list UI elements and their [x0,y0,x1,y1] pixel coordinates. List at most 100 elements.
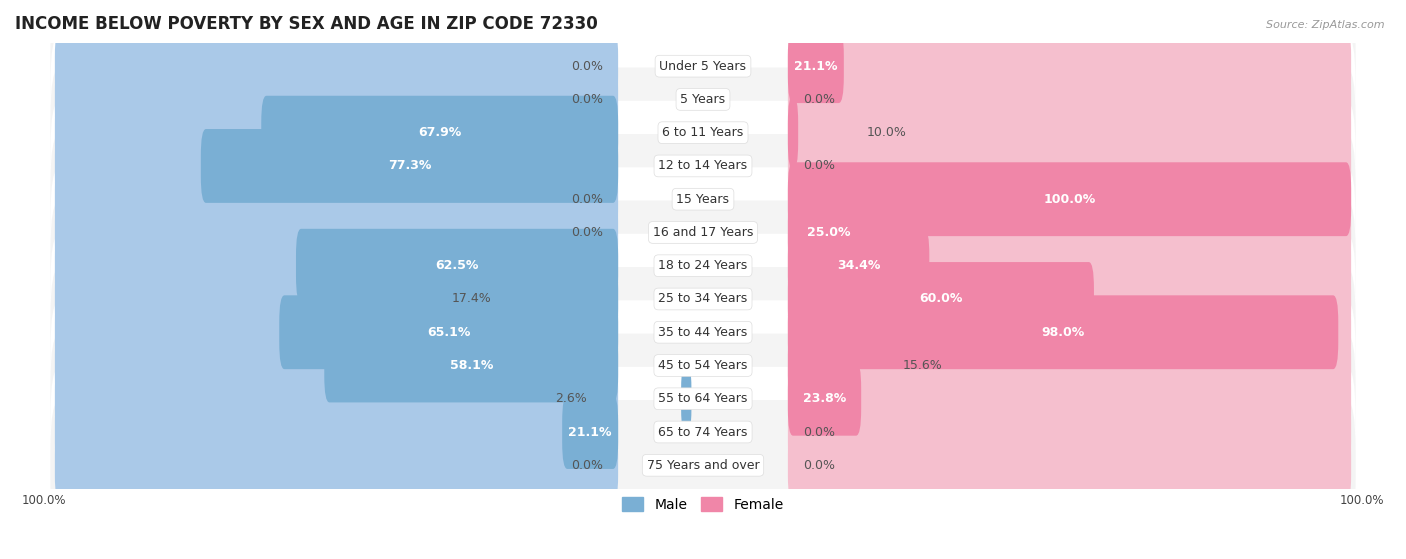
FancyBboxPatch shape [325,329,619,402]
Text: 0.0%: 0.0% [803,93,835,106]
FancyBboxPatch shape [55,63,619,136]
FancyBboxPatch shape [586,262,619,336]
FancyBboxPatch shape [787,362,862,435]
FancyBboxPatch shape [787,96,799,169]
Text: 0.0%: 0.0% [571,60,603,73]
FancyBboxPatch shape [55,29,619,103]
Text: 10.0%: 10.0% [868,126,907,139]
FancyBboxPatch shape [55,129,619,203]
FancyBboxPatch shape [55,162,619,236]
FancyBboxPatch shape [787,428,1351,502]
FancyBboxPatch shape [787,196,869,269]
FancyBboxPatch shape [55,96,619,169]
Text: 17.4%: 17.4% [451,292,492,305]
FancyBboxPatch shape [787,29,1351,103]
Text: 98.0%: 98.0% [1042,326,1084,339]
FancyBboxPatch shape [55,262,619,336]
FancyBboxPatch shape [51,134,1355,264]
FancyBboxPatch shape [787,362,1351,435]
FancyBboxPatch shape [55,395,619,469]
FancyBboxPatch shape [280,295,619,369]
FancyBboxPatch shape [51,101,1355,231]
FancyBboxPatch shape [787,63,1351,136]
FancyBboxPatch shape [201,129,619,203]
FancyBboxPatch shape [787,229,929,302]
FancyBboxPatch shape [51,201,1355,331]
FancyBboxPatch shape [562,395,619,469]
Text: 2.6%: 2.6% [555,392,586,405]
FancyBboxPatch shape [787,395,1351,469]
FancyBboxPatch shape [787,329,808,402]
FancyBboxPatch shape [51,300,1355,430]
Text: 34.4%: 34.4% [837,259,880,272]
Text: INCOME BELOW POVERTY BY SEX AND AGE IN ZIP CODE 72330: INCOME BELOW POVERTY BY SEX AND AGE IN Z… [15,15,598,33]
FancyBboxPatch shape [787,29,844,103]
FancyBboxPatch shape [787,262,1351,336]
Legend: Male, Female: Male, Female [617,491,789,517]
FancyBboxPatch shape [787,295,1339,369]
Text: Under 5 Years: Under 5 Years [659,60,747,73]
Text: 0.0%: 0.0% [571,193,603,206]
Text: 77.3%: 77.3% [388,159,432,172]
FancyBboxPatch shape [51,367,1355,497]
Text: 25 to 34 Years: 25 to 34 Years [658,292,748,305]
FancyBboxPatch shape [51,234,1355,364]
Text: 35 to 44 Years: 35 to 44 Years [658,326,748,339]
FancyBboxPatch shape [55,229,619,302]
Text: 100.0%: 100.0% [1340,494,1385,506]
Text: 5 Years: 5 Years [681,93,725,106]
FancyBboxPatch shape [262,96,619,169]
FancyBboxPatch shape [787,229,1351,302]
FancyBboxPatch shape [51,68,1355,198]
Text: 45 to 54 Years: 45 to 54 Years [658,359,748,372]
Text: 60.0%: 60.0% [920,292,963,305]
FancyBboxPatch shape [787,196,1351,269]
FancyBboxPatch shape [55,196,619,269]
FancyBboxPatch shape [55,362,619,435]
Text: 16 and 17 Years: 16 and 17 Years [652,226,754,239]
FancyBboxPatch shape [787,96,1351,169]
Text: 0.0%: 0.0% [803,425,835,438]
FancyBboxPatch shape [787,162,1351,236]
Text: 25.0%: 25.0% [807,226,851,239]
Text: 0.0%: 0.0% [803,459,835,472]
FancyBboxPatch shape [55,329,619,402]
Text: 100.0%: 100.0% [1043,193,1095,206]
Text: 0.0%: 0.0% [803,159,835,172]
Text: 75 Years and over: 75 Years and over [647,459,759,472]
FancyBboxPatch shape [51,267,1355,397]
Text: 21.1%: 21.1% [794,60,838,73]
Text: 58.1%: 58.1% [450,359,494,372]
FancyBboxPatch shape [51,334,1355,464]
Text: 0.0%: 0.0% [571,226,603,239]
FancyBboxPatch shape [51,400,1355,530]
FancyBboxPatch shape [787,162,1351,236]
Text: Source: ZipAtlas.com: Source: ZipAtlas.com [1267,20,1385,30]
Text: 100.0%: 100.0% [21,494,66,506]
Text: 65.1%: 65.1% [427,326,471,339]
Text: 0.0%: 0.0% [571,93,603,106]
Text: 23.8%: 23.8% [803,392,846,405]
FancyBboxPatch shape [787,129,1351,203]
Text: 12 to 14 Years: 12 to 14 Years [658,159,748,172]
Text: 67.9%: 67.9% [418,126,461,139]
FancyBboxPatch shape [681,362,692,435]
Text: 18 to 24 Years: 18 to 24 Years [658,259,748,272]
Text: 21.1%: 21.1% [568,425,612,438]
FancyBboxPatch shape [787,262,1094,336]
Text: 15 Years: 15 Years [676,193,730,206]
FancyBboxPatch shape [787,295,1351,369]
Text: 15.6%: 15.6% [903,359,942,372]
FancyBboxPatch shape [51,34,1355,164]
Text: 55 to 64 Years: 55 to 64 Years [658,392,748,405]
FancyBboxPatch shape [55,295,619,369]
FancyBboxPatch shape [55,428,619,502]
Text: 65 to 74 Years: 65 to 74 Years [658,425,748,438]
FancyBboxPatch shape [297,229,619,302]
FancyBboxPatch shape [51,1,1355,131]
FancyBboxPatch shape [787,329,1351,402]
FancyBboxPatch shape [51,167,1355,297]
Text: 6 to 11 Years: 6 to 11 Years [662,126,744,139]
Text: 62.5%: 62.5% [436,259,479,272]
Text: 0.0%: 0.0% [571,459,603,472]
